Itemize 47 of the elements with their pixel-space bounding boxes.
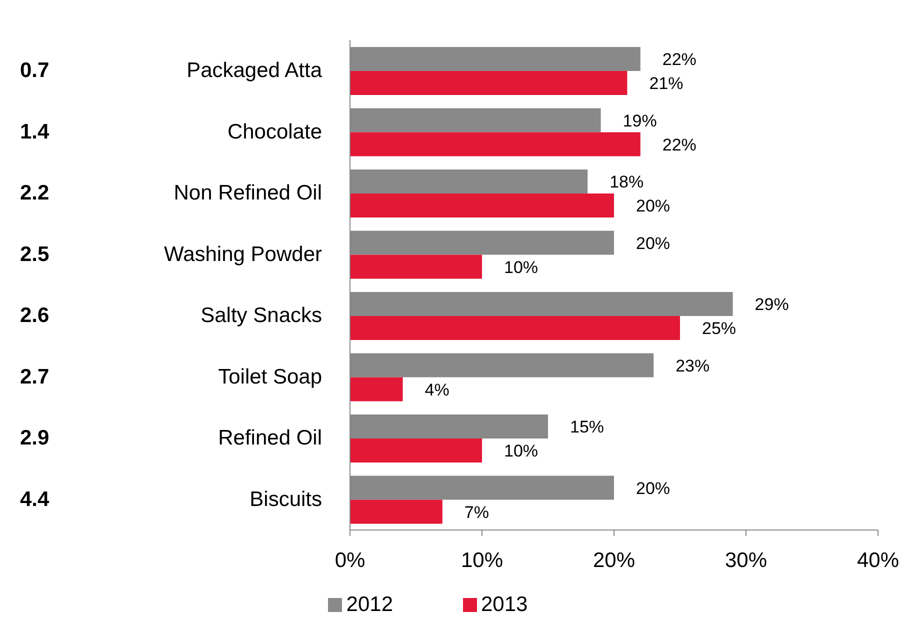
- bar: [350, 194, 614, 218]
- text: 2.2: [20, 182, 50, 205]
- data-label: 4%: [424, 380, 450, 400]
- data-label: 22%: [662, 135, 696, 154]
- bar: [350, 71, 628, 95]
- x-tick-label: 0%: [334, 548, 366, 572]
- y-tick-label: Non Refined Oil: [174, 182, 322, 205]
- y-tick-label: Toilet Soap: [218, 365, 322, 388]
- data-label: 7%: [464, 502, 489, 522]
- y-tick-label: Packaged Atta: [186, 59, 322, 82]
- bar: [350, 316, 680, 340]
- data-label: 25%: [702, 319, 736, 338]
- data-label: 10%: [504, 258, 538, 277]
- bar: [350, 377, 403, 402]
- data-label: 21%: [649, 74, 684, 94]
- bar: [350, 254, 482, 279]
- text: 2.9: [20, 426, 50, 450]
- text: 1.4: [20, 120, 50, 144]
- data-label: 20%: [636, 196, 670, 216]
- data-label: 20%: [636, 478, 670, 498]
- x-tick-label: 30%: [724, 548, 768, 572]
- y-tick-label: Biscuits: [250, 488, 322, 511]
- x-tick-label: 40%: [856, 548, 900, 572]
- text: 4.4: [20, 488, 50, 511]
- x-tick-label: 20%: [592, 548, 636, 572]
- data-label: 10%: [504, 442, 538, 461]
- data-label: 20%: [636, 234, 670, 253]
- data-label: 18%: [610, 172, 644, 192]
- bar: [350, 500, 442, 524]
- text: 2.7: [20, 365, 50, 388]
- x-tick-label: 10%: [460, 548, 504, 572]
- data-label: 23%: [676, 356, 710, 376]
- legend-label: 2013: [481, 593, 528, 616]
- data-label: 19%: [622, 111, 657, 130]
- y-tick-label: Chocolate: [227, 120, 322, 144]
- data-label: 22%: [662, 50, 696, 70]
- y-tick-label: Salty Snacks: [200, 304, 322, 328]
- text: 2.5: [20, 242, 50, 266]
- data-label: 15%: [570, 418, 604, 437]
- bar: [350, 132, 640, 156]
- data-label: 29%: [754, 295, 789, 314]
- y-tick-label: Refined Oil: [218, 426, 322, 450]
- text: 0.7: [20, 59, 50, 82]
- legend-label: 2012: [346, 593, 393, 616]
- y-tick-label: Washing Powder: [164, 242, 322, 266]
- bar: [350, 438, 482, 462]
- text: 2.6: [20, 304, 50, 328]
